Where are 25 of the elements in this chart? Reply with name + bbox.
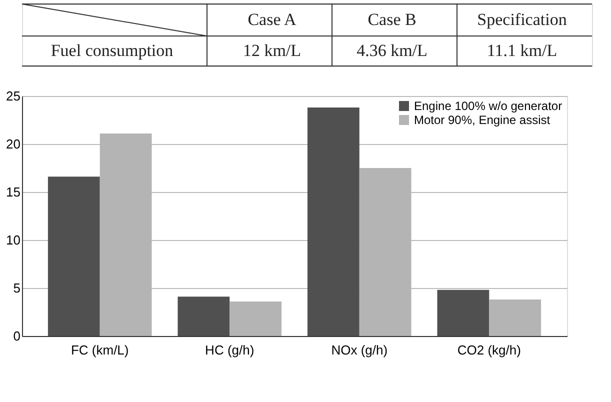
- text: Specification: [477, 10, 568, 29]
- y-tick-label: 20: [6, 136, 20, 152]
- text: Fuel consumption: [50, 41, 174, 60]
- bar: [489, 300, 542, 336]
- text: 12 km/L: [242, 41, 302, 60]
- y-tick-label: 15: [6, 184, 20, 200]
- text: Case B: [368, 10, 416, 29]
- x-tick-label: HC (g/h): [205, 342, 254, 358]
- y-tick-label: 0: [13, 328, 20, 344]
- y-tick-label: 10: [6, 232, 20, 248]
- y-tick-label: 25: [6, 88, 20, 104]
- x-tick-label: NOx (g/h): [331, 342, 388, 358]
- text: Case A: [248, 10, 298, 29]
- x-tick-label: CO2 (kg/h): [457, 342, 521, 358]
- bar: [48, 176, 100, 336]
- text: 4.36 km/L: [356, 41, 428, 60]
- bar: [437, 290, 490, 336]
- legend-label: Motor 90%, Engine assist: [414, 113, 551, 127]
- y-tick-label: 5: [13, 280, 20, 296]
- bar: [178, 296, 230, 336]
- text: 11.1 km/L: [486, 41, 558, 60]
- x-tick-label: FC (km/L): [70, 342, 129, 358]
- legend-label: Engine 100% w/o generator: [414, 99, 562, 113]
- bar: [307, 108, 360, 336]
- bar: [230, 301, 282, 336]
